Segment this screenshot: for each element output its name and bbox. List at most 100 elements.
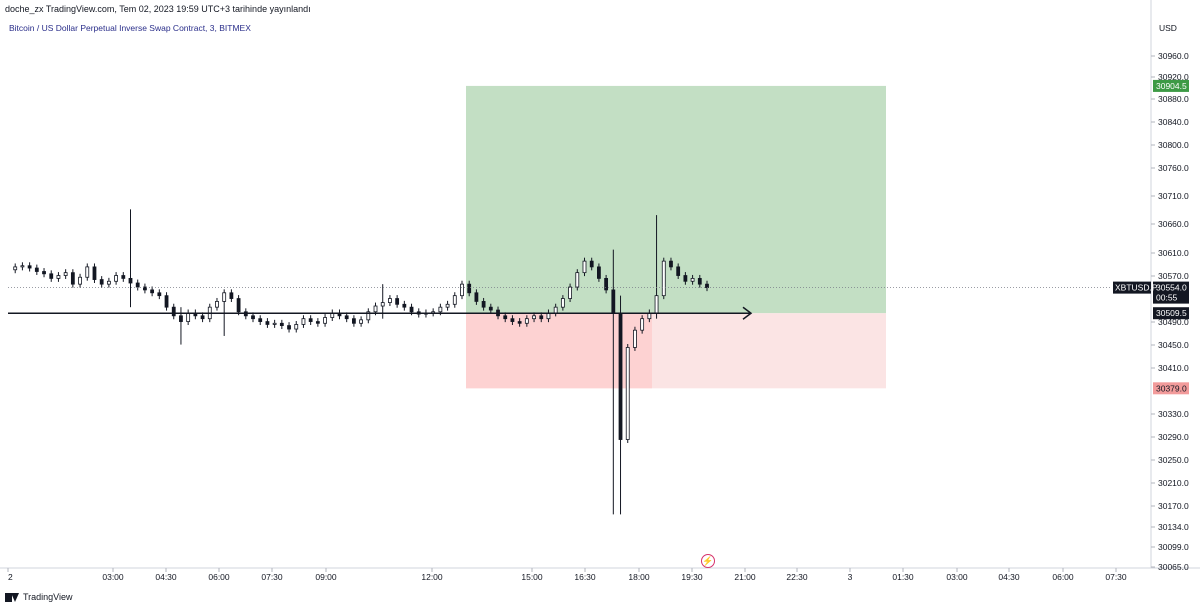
candle-body — [150, 289, 155, 294]
candle-body — [49, 273, 54, 279]
time-tick-label: 2 — [8, 572, 13, 582]
chart-lines — [8, 287, 1112, 320]
candle-body — [272, 322, 277, 325]
price-tick-label: 30134.0 — [1158, 522, 1189, 532]
time-tick-label: 01:30 — [892, 572, 914, 582]
candle-body — [78, 276, 82, 285]
price-tick-label: 30099.0 — [1158, 542, 1189, 552]
candle-body — [705, 283, 709, 289]
candle-body — [373, 305, 378, 313]
symbol-legend: Bitcoin / US Dollar Perpetual Inverse Sw… — [9, 23, 251, 33]
price-tick-label: 30800.0 — [1158, 140, 1189, 150]
candle-body — [467, 283, 472, 294]
candle-body — [186, 312, 191, 322]
price-tick-label: 30065.0 — [1158, 562, 1189, 572]
candle-body — [258, 318, 263, 322]
candle-body — [63, 272, 68, 276]
candle-body — [568, 286, 572, 299]
candle-body — [99, 279, 104, 285]
stop-price-tag: 30379.0 — [1156, 383, 1187, 393]
price-tags: 30904.5 30379.0 30509.5 30554.000:55XBTUSD.… — [1113, 79, 1189, 395]
price-tick-label: 30710.0 — [1158, 191, 1189, 201]
candle-body — [618, 312, 623, 440]
candle-body — [308, 318, 313, 322]
loss-zone-filled — [466, 313, 652, 389]
candle-body — [70, 272, 75, 285]
candle-body — [222, 292, 227, 302]
candle-body — [251, 315, 255, 320]
candle-body — [510, 318, 515, 322]
time-tick-label: 07:30 — [261, 572, 283, 582]
stop-price-tag-bg — [1153, 382, 1189, 395]
candle-body — [611, 289, 616, 314]
candle-body — [265, 321, 270, 325]
candle-body — [388, 298, 392, 303]
time-tick-label: 22:30 — [786, 572, 808, 582]
price-tick-label: 30410.0 — [1158, 363, 1189, 373]
time-tick-label: 09:00 — [315, 572, 337, 582]
candle-body — [669, 260, 673, 268]
candle-body — [128, 278, 133, 284]
candle-body — [294, 324, 299, 330]
candle-body — [179, 315, 183, 322]
last-price-box — [1153, 281, 1189, 304]
symbol-tag-bg — [1113, 281, 1151, 294]
tradingview-logo-icon — [5, 592, 19, 602]
candle-body — [42, 271, 46, 275]
candle-body — [575, 272, 580, 288]
price-tick-label: 30570.0 — [1158, 271, 1189, 281]
candle-body — [640, 318, 645, 331]
candle-body — [683, 275, 688, 282]
candle-body — [359, 319, 364, 324]
time-tick-label: 16:30 — [574, 572, 596, 582]
entry-price-tag: 30509.5 — [1156, 308, 1187, 318]
candle-body — [503, 315, 508, 320]
time-tick-label: 03:00 — [102, 572, 124, 582]
candle-body — [135, 282, 140, 288]
time-tick-label: 3 — [848, 572, 853, 582]
target-price-tag-bg — [1153, 79, 1189, 92]
last-price-tag: 30554.0 — [1156, 283, 1187, 293]
price-axis: USD30960.030920.030880.030840.030800.030… — [0, 0, 1200, 572]
candle-body — [690, 278, 695, 282]
time-tick-label: 18:00 — [628, 572, 650, 582]
candle-body — [438, 306, 443, 313]
candle-body — [85, 266, 90, 278]
lightning-icon[interactable]: ⚡ — [701, 554, 715, 568]
price-tick-label: 30170.0 — [1158, 501, 1189, 511]
candle-body — [633, 329, 637, 348]
symbol-tag: XBTUSD.P — [1115, 283, 1158, 293]
candle-body — [236, 298, 241, 313]
candle-body — [315, 321, 320, 324]
price-tick-label: 30760.0 — [1158, 163, 1189, 173]
currency-label: USD — [1159, 23, 1177, 33]
candle-body — [560, 298, 565, 308]
candle-body — [474, 292, 479, 302]
candle-body — [164, 295, 169, 308]
candle-body — [402, 303, 407, 308]
candle-body — [13, 266, 18, 271]
time-tick-label: 21:00 — [734, 572, 756, 582]
candle-body — [589, 260, 594, 268]
candle-body — [661, 260, 666, 297]
candle-body — [395, 298, 400, 305]
candle-body — [524, 318, 529, 324]
candle-body — [157, 292, 162, 297]
candle-body — [287, 325, 291, 330]
time-tick-label: 19:30 — [681, 572, 703, 582]
time-tick-label: 12:00 — [421, 572, 443, 582]
candle-body — [697, 278, 702, 285]
publish-header: doche_zx TradingView.com, Tem 02, 2023 1… — [5, 4, 311, 14]
candle-body — [654, 295, 659, 314]
candle-body — [171, 306, 176, 317]
countdown-tag: 00:55 — [1156, 293, 1178, 303]
candle-body — [200, 315, 205, 320]
candle-body — [143, 286, 147, 291]
price-tick-label: 30610.0 — [1158, 248, 1189, 258]
candle-body — [351, 318, 356, 324]
time-tick-label: 04:30 — [998, 572, 1020, 582]
candle-body — [279, 322, 284, 326]
candle-body — [517, 321, 522, 324]
candle-body — [460, 283, 464, 297]
